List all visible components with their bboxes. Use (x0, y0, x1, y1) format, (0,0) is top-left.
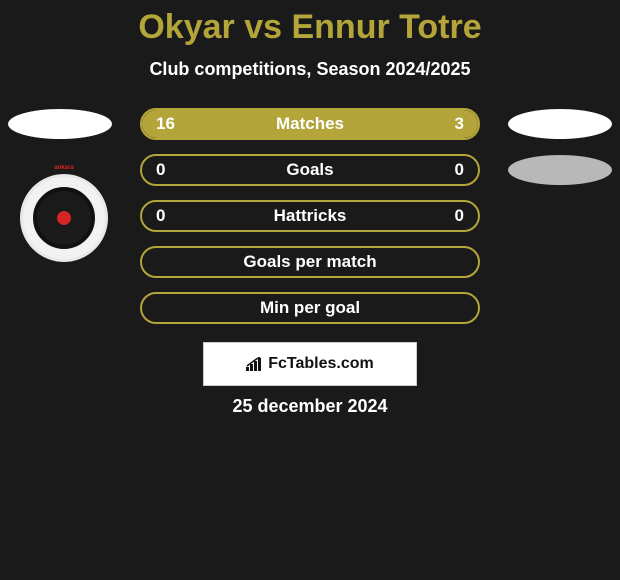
page-subtitle: Club competitions, Season 2024/2025 (0, 59, 620, 80)
stat-row-goals-per-match: Goals per match (0, 246, 620, 278)
stat-value-right: 3 (455, 114, 464, 134)
comparison-card: Okyar vs Ennur Totre Club competitions, … (0, 0, 620, 417)
stat-bar-min-per-goal: Min per goal (140, 292, 480, 324)
brand-text: FcTables.com (246, 355, 374, 373)
stat-bar-matches: 16 Matches 3 (140, 108, 480, 140)
stat-label: Goals per match (243, 252, 376, 272)
stat-value-left: 16 (156, 114, 175, 134)
stat-bar-goals-per-match: Goals per match (140, 246, 480, 278)
stat-label: Goals (286, 160, 333, 180)
stat-value-right: 0 (455, 206, 464, 226)
stat-row-hattricks: 0 Hattricks 0 (0, 200, 620, 232)
stat-value-left: 0 (156, 206, 165, 226)
chart-icon (246, 357, 264, 371)
stat-row-matches: 16 Matches 3 (0, 108, 620, 140)
page-title: Okyar vs Ennur Totre (0, 8, 620, 47)
stat-row-min-per-goal: Min per goal (0, 292, 620, 324)
player-badge-left (8, 109, 112, 139)
stat-bar-hattricks: 0 Hattricks 0 (140, 200, 480, 232)
stat-bar-goals: 0 Goals 0 (140, 154, 480, 186)
stat-label: Matches (276, 114, 344, 134)
stat-value-left: 0 (156, 160, 165, 180)
stat-value-right: 0 (455, 160, 464, 180)
brand-label: FcTables.com (268, 355, 374, 373)
player-badge-right (508, 155, 612, 185)
player-badge-right (508, 109, 612, 139)
stat-label: Min per goal (260, 298, 360, 318)
stat-label: Hattricks (274, 206, 347, 226)
stat-row-goals: 0 Goals 0 (0, 154, 620, 186)
bar-fill-right (411, 110, 478, 138)
brand-badge[interactable]: FcTables.com (203, 342, 417, 386)
date-label: 25 december 2024 (0, 396, 620, 417)
